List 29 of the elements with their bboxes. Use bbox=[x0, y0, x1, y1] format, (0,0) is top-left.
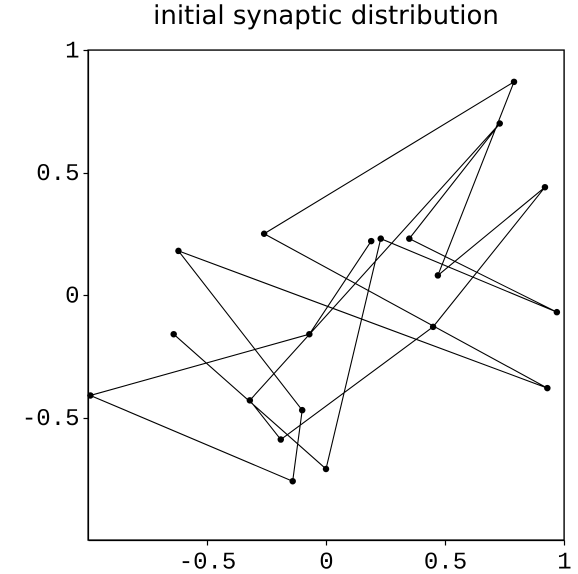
chart-title: initial synaptic distribution bbox=[153, 1, 499, 31]
point bbox=[306, 330, 313, 338]
y-tick-label: 0.5 bbox=[36, 161, 80, 188]
point bbox=[406, 235, 413, 242]
y-tick-label: -0.5 bbox=[22, 406, 80, 433]
point bbox=[542, 184, 548, 190]
point bbox=[278, 436, 284, 443]
point bbox=[246, 397, 254, 404]
point bbox=[434, 272, 442, 279]
x-tick-label: 0.5 bbox=[424, 550, 468, 574]
point bbox=[260, 230, 268, 237]
x-tick-label: 1 bbox=[557, 550, 572, 574]
point bbox=[368, 238, 374, 244]
point bbox=[87, 392, 94, 399]
point bbox=[322, 466, 330, 472]
point bbox=[554, 308, 560, 316]
point bbox=[544, 384, 551, 392]
point bbox=[175, 248, 182, 254]
point bbox=[378, 235, 384, 242]
y-tick-label: 0 bbox=[65, 284, 80, 310]
point bbox=[496, 120, 503, 127]
y-tick-label: 1 bbox=[65, 38, 80, 66]
point bbox=[298, 406, 306, 414]
point bbox=[430, 324, 436, 330]
x-tick-label: 0 bbox=[319, 550, 334, 574]
x-tick-label: -0.5 bbox=[178, 550, 236, 574]
point bbox=[510, 78, 518, 86]
point bbox=[289, 478, 296, 484]
point bbox=[170, 330, 177, 338]
